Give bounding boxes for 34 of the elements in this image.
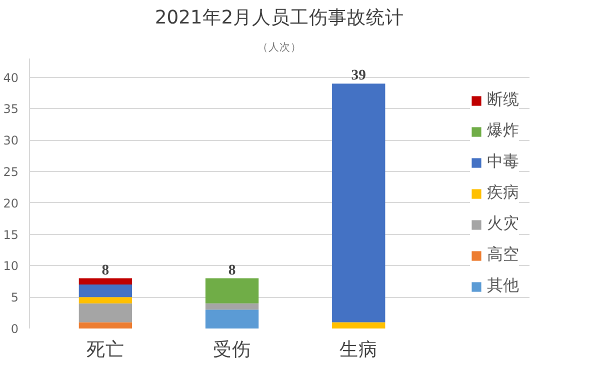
bar [205,303,259,310]
total-label: 8 [228,262,236,278]
chart-title: 2021年2月人员工伤事故统计 [154,8,404,28]
y-tick-label: 15 [3,228,19,242]
y-tick-label: 40 [3,70,19,85]
bar [332,84,386,322]
y-tick-label: 5 [10,290,19,305]
legend-label: 高空 [487,244,519,266]
legend-label: 火灾 [487,214,519,234]
total-label: 8 [102,262,110,278]
y-tick-label: 20 [3,196,19,210]
legend-label: 爆炸 [487,120,519,142]
y-tick-label: 0 [10,322,19,336]
y-tick-label: 10 [3,259,19,274]
x-tick-label: 死亡 [86,338,124,360]
bar [205,278,259,304]
chart-subtitle: （人次） [258,40,302,54]
bar [78,303,132,322]
bar [78,322,132,328]
bar [332,322,386,328]
x-tick-label: 受伤 [213,340,252,360]
legend-label: 其他 [487,276,519,296]
y-tick-label: 35 [3,102,19,116]
bar [205,310,259,328]
y-tick-label: 25 [3,165,19,180]
legend-label: 疾病 [487,182,519,204]
bar [78,278,132,285]
legend-label: 断缆 [487,90,519,110]
legend-label: 中毒 [487,152,519,172]
total-label: 39 [351,68,366,84]
y-tick-label: 30 [3,134,19,148]
bar [78,297,132,304]
x-tick-label: 生病 [340,340,378,360]
bar [78,284,132,298]
